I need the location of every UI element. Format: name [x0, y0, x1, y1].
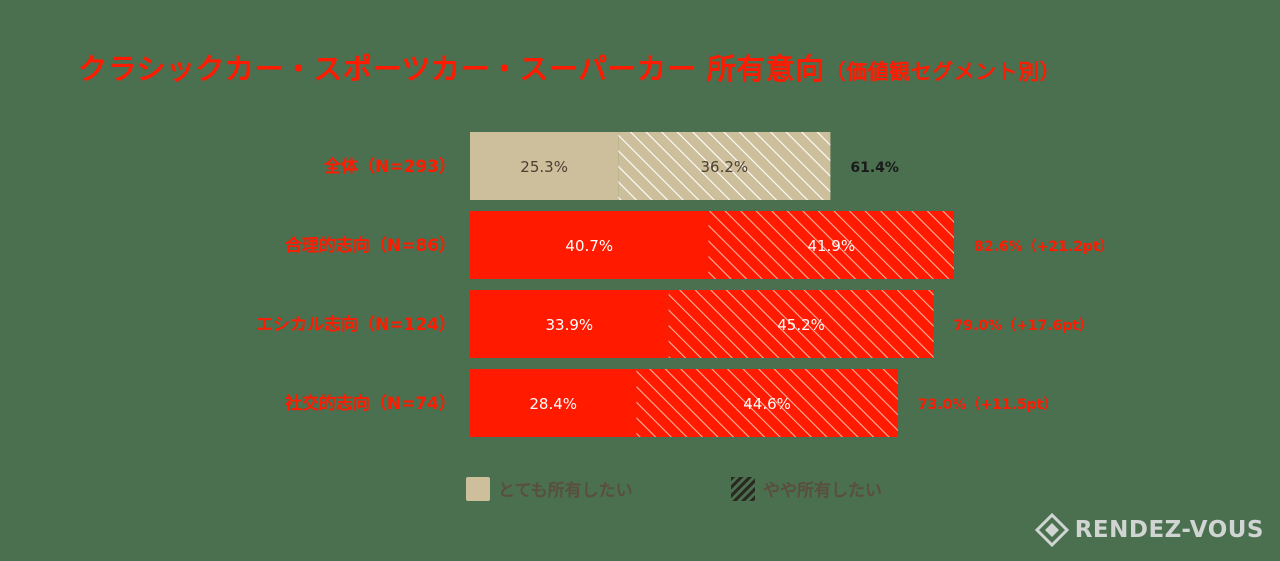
legend-swatch-hatch [731, 476, 755, 501]
legend-label-very: とても所有したい [498, 481, 633, 501]
chart-title: クラシックカー・スポーツカー・スーパーカー 所有意向（価値観セグメント別） [78, 46, 1061, 88]
legend-swatch-solid [466, 476, 490, 501]
value-label-very: 28.4% [529, 395, 577, 413]
legend-item-very: とても所有したい [466, 476, 633, 501]
value-label-somewhat: 44.6% [743, 395, 791, 413]
logo-text: RENDEZ-VOUS [1074, 517, 1264, 543]
value-label-very: 33.9% [545, 316, 593, 334]
value-label-very: 25.3% [520, 158, 568, 176]
diamond-logo-icon [1034, 513, 1069, 547]
brand-logo: RENDEZ-VOUS [1034, 513, 1264, 547]
bar-somewhat [668, 290, 934, 358]
value-label-very: 40.7% [565, 237, 613, 255]
value-label-somewhat: 36.2% [700, 158, 748, 176]
category-label: 合理的志向（N=86） [285, 235, 456, 256]
bar-somewhat [636, 369, 898, 437]
category-label: 社交的志向（N=74） [284, 393, 456, 414]
category-label: 全体（N=293） [323, 156, 456, 177]
bar-somewhat [708, 211, 955, 279]
category-label: エシカル志向（N=124） [256, 314, 456, 335]
value-label-somewhat: 45.2% [777, 316, 825, 334]
total-label: 73.0%（+11.5pt） [918, 397, 1058, 413]
bar-very [470, 132, 619, 200]
legend-item-somewhat: やや所有したい [731, 476, 882, 501]
bar-very [470, 290, 669, 358]
legend-label-somewhat: やや所有したい [763, 481, 882, 501]
chart-title-main: クラシックカー・スポーツカー・スーパーカー 所有意向 [78, 52, 825, 86]
bar-very [470, 211, 709, 279]
bar-very [470, 369, 637, 437]
total-label: 82.6%（+21.2pt） [974, 239, 1114, 255]
total-label: 79.0%（+17.6pt） [954, 318, 1094, 334]
bar-somewhat [618, 132, 831, 200]
value-label-somewhat: 41.9% [807, 237, 855, 255]
chart-subtitle: （価値観セグメント別） [824, 60, 1062, 84]
total-label: 61.4% [850, 160, 899, 176]
